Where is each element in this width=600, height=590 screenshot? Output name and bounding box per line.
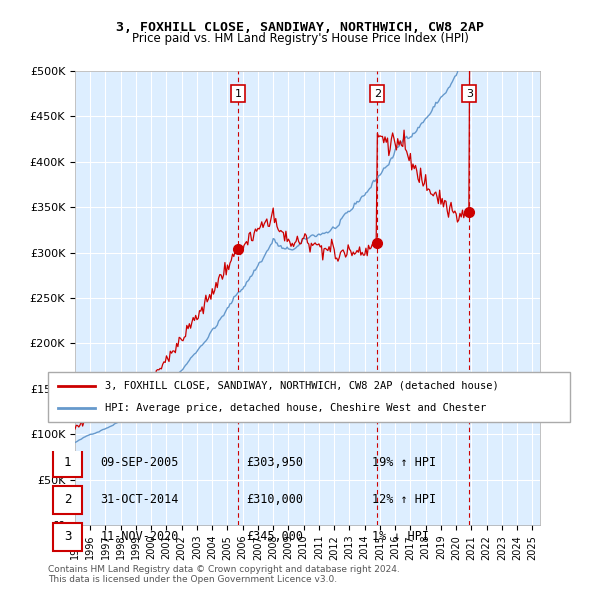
Text: 19% ↑ HPI: 19% ↑ HPI [371,456,436,469]
FancyBboxPatch shape [53,523,82,551]
Text: 3, FOXHILL CLOSE, SANDIWAY, NORTHWICH, CW8 2AP: 3, FOXHILL CLOSE, SANDIWAY, NORTHWICH, C… [116,21,484,34]
Text: 3, FOXHILL CLOSE, SANDIWAY, NORTHWICH, CW8 2AP (detached house): 3, FOXHILL CLOSE, SANDIWAY, NORTHWICH, C… [106,381,499,391]
Text: Price paid vs. HM Land Registry's House Price Index (HPI): Price paid vs. HM Land Registry's House … [131,32,469,45]
Text: 2: 2 [64,493,71,506]
Text: 3: 3 [466,88,473,99]
FancyBboxPatch shape [53,449,82,477]
Text: 31-OCT-2014: 31-OCT-2014 [100,493,179,506]
Text: 3: 3 [64,530,71,543]
Text: HPI: Average price, detached house, Cheshire West and Chester: HPI: Average price, detached house, Ches… [106,403,487,413]
Text: 09-SEP-2005: 09-SEP-2005 [100,456,179,469]
FancyBboxPatch shape [53,486,82,514]
Text: £310,000: £310,000 [247,493,304,506]
Text: 12% ↑ HPI: 12% ↑ HPI [371,493,436,506]
Text: Contains HM Land Registry data © Crown copyright and database right 2024.
This d: Contains HM Land Registry data © Crown c… [48,565,400,584]
Text: £303,950: £303,950 [247,456,304,469]
FancyBboxPatch shape [48,372,570,422]
Text: 2: 2 [374,88,381,99]
Text: 11-NOV-2020: 11-NOV-2020 [100,530,179,543]
Text: 1: 1 [64,456,71,469]
Text: £345,000: £345,000 [247,530,304,543]
Text: 1: 1 [235,88,241,99]
Text: 1% ↓ HPI: 1% ↓ HPI [371,530,428,543]
